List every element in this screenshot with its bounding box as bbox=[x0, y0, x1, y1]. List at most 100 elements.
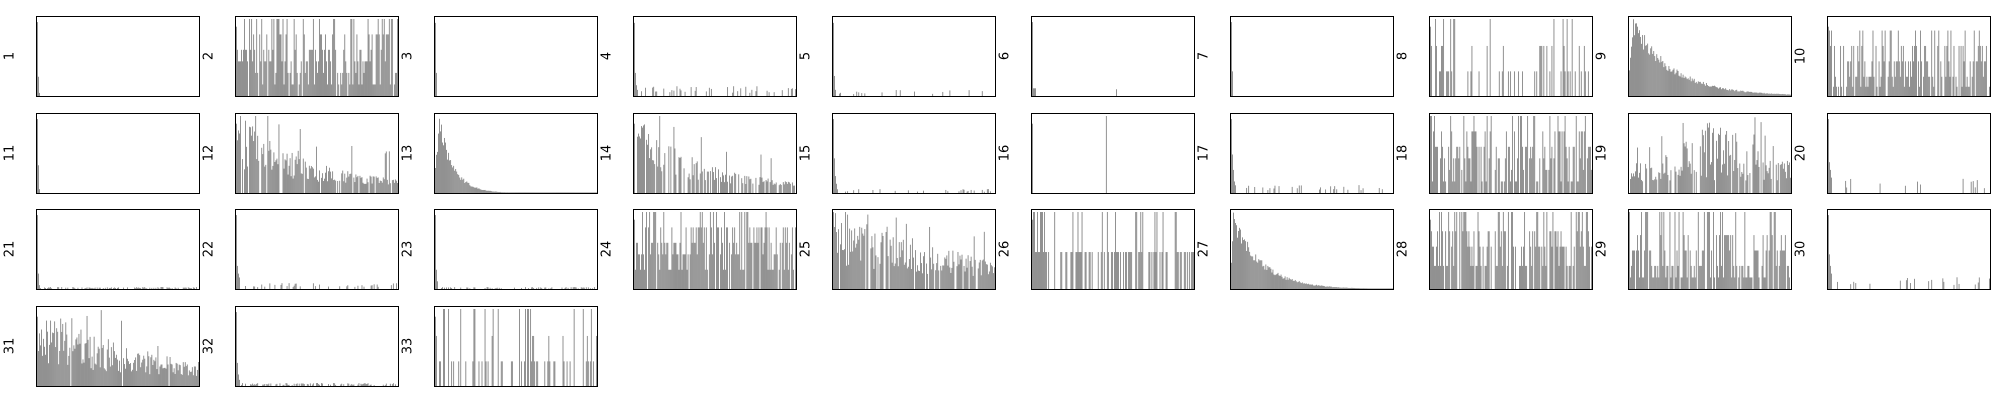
histogram-bar bbox=[1443, 180, 1445, 193]
histogram-bar bbox=[270, 61, 272, 96]
histogram-bar bbox=[1443, 265, 1445, 289]
histogram-bar bbox=[1651, 167, 1653, 193]
histogram-bar bbox=[1551, 45, 1553, 96]
histogram-bar bbox=[1554, 231, 1556, 289]
histogram-bar bbox=[1543, 157, 1545, 193]
histogram-bar bbox=[1235, 184, 1236, 193]
histogram-bar bbox=[1037, 212, 1038, 289]
histogram-bar bbox=[1474, 130, 1476, 193]
histogram-bar bbox=[532, 287, 534, 289]
histogram-bar bbox=[555, 191, 557, 193]
histogram-bar bbox=[947, 190, 949, 193]
histogram-bar bbox=[1471, 45, 1473, 96]
histogram-bar bbox=[46, 320, 47, 386]
histogram-bar bbox=[1634, 35, 1635, 96]
histogram-bar bbox=[1354, 288, 1356, 289]
histogram-bar bbox=[1459, 212, 1461, 289]
histogram-bar bbox=[1869, 283, 1871, 289]
histogram-bar bbox=[1439, 212, 1440, 289]
histogram-bar bbox=[1633, 250, 1634, 289]
histogram-bar bbox=[1308, 284, 1310, 289]
histogram-bar bbox=[993, 267, 995, 289]
histogram-panel: 31 bbox=[2, 292, 202, 389]
histogram-bar bbox=[781, 242, 783, 289]
histogram-bar bbox=[382, 176, 384, 193]
histogram-bar bbox=[1695, 250, 1697, 289]
histogram-bar bbox=[732, 92, 734, 96]
histogram-bar bbox=[361, 176, 363, 193]
histogram-bar bbox=[1285, 279, 1287, 289]
histogram-bar bbox=[595, 191, 597, 193]
histogram-bar bbox=[77, 344, 79, 386]
histogram-bar bbox=[197, 361, 199, 386]
histogram-bar bbox=[160, 287, 162, 289]
histogram-bar bbox=[289, 157, 291, 193]
plot-area bbox=[633, 112, 797, 194]
histogram-bar bbox=[1732, 235, 1734, 289]
histogram-bar bbox=[1656, 179, 1658, 193]
histogram-bar bbox=[1270, 268, 1272, 289]
histogram-bar bbox=[1724, 89, 1726, 96]
histogram-bar bbox=[1710, 277, 1711, 289]
histogram-bar bbox=[361, 383, 363, 386]
histogram-bar bbox=[298, 158, 300, 193]
histogram-bar bbox=[1745, 179, 1747, 193]
histogram-bar bbox=[1784, 94, 1786, 96]
histogram-bar bbox=[1704, 130, 1706, 193]
histogram-bar bbox=[142, 359, 144, 386]
histogram-bar bbox=[686, 269, 688, 289]
histogram-bar bbox=[1192, 252, 1194, 289]
histogram-bar bbox=[308, 49, 310, 96]
histogram-bar bbox=[691, 156, 693, 193]
histogram-bar bbox=[1644, 35, 1646, 96]
histogram-bar bbox=[1830, 169, 1831, 193]
histogram-bar bbox=[708, 87, 710, 96]
plot-area bbox=[1429, 16, 1593, 97]
plot-area bbox=[1628, 112, 1792, 194]
histogram-bar bbox=[1755, 164, 1757, 193]
histogram-bar bbox=[1577, 212, 1579, 289]
histogram-bar bbox=[1676, 250, 1678, 289]
histogram-bar bbox=[554, 360, 556, 386]
histogram-bar bbox=[1374, 288, 1376, 289]
histogram-bar bbox=[363, 383, 365, 386]
histogram-bar bbox=[312, 283, 314, 289]
histogram-bar bbox=[485, 190, 487, 193]
histogram-bar bbox=[1828, 118, 1829, 193]
histogram-bar bbox=[1440, 157, 1441, 193]
histogram-bar bbox=[318, 61, 319, 96]
histogram-panel: 25 bbox=[798, 195, 998, 292]
histogram-bar bbox=[1348, 287, 1350, 289]
histogram-bar bbox=[1716, 140, 1717, 193]
histogram-bar bbox=[1296, 187, 1298, 193]
histogram-bar bbox=[1346, 287, 1348, 289]
histogram-bar bbox=[1677, 174, 1679, 193]
histogram-bar bbox=[1944, 45, 1946, 96]
histogram-bar bbox=[1757, 250, 1759, 289]
histogram-bar bbox=[436, 335, 437, 386]
histogram-bar bbox=[634, 219, 635, 289]
histogram-bar bbox=[1675, 72, 1677, 96]
histogram-bar bbox=[253, 34, 255, 96]
histogram-bar bbox=[500, 191, 502, 193]
histogram-bar bbox=[292, 286, 294, 289]
histogram-bar bbox=[971, 266, 973, 289]
histogram-bar bbox=[1658, 277, 1660, 289]
histogram-bar bbox=[486, 190, 488, 193]
histogram-bar bbox=[1464, 212, 1466, 289]
histogram-bar bbox=[727, 87, 729, 96]
histogram-bar bbox=[329, 167, 331, 193]
histogram-bar bbox=[1920, 30, 1921, 96]
histogram-panel: 23 bbox=[400, 195, 600, 292]
histogram-bar bbox=[663, 212, 665, 289]
histogram-bar bbox=[1251, 256, 1253, 289]
histogram-bar bbox=[1975, 61, 1977, 96]
histogram-bar bbox=[1688, 160, 1690, 193]
histogram-bar bbox=[578, 191, 580, 193]
histogram-bar bbox=[1630, 277, 1631, 289]
histogram-bar bbox=[723, 174, 724, 193]
histogram-bar bbox=[1507, 71, 1509, 96]
histogram-bar bbox=[1788, 161, 1790, 193]
histogram-bar bbox=[1245, 241, 1247, 289]
histogram-bar bbox=[1754, 250, 1756, 289]
